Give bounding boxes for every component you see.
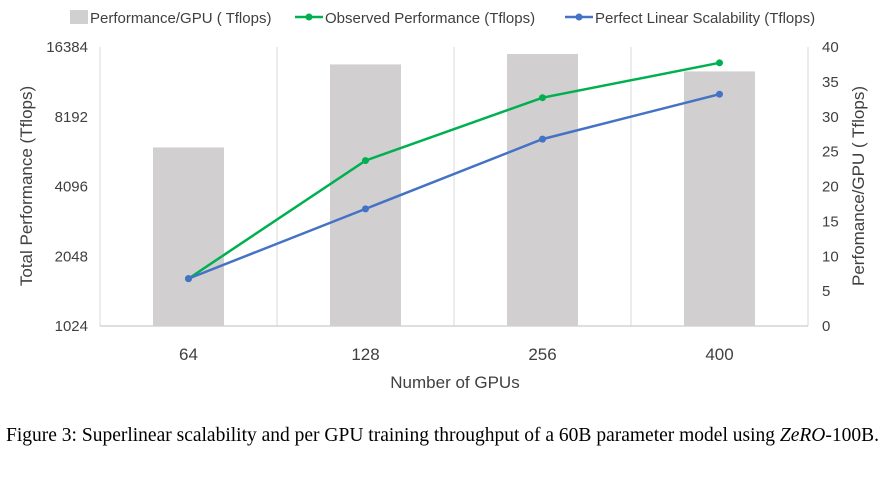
x-axis-label: Number of GPUs bbox=[390, 373, 519, 392]
legend: Performance/GPU ( Tflops) Observed Perfo… bbox=[70, 10, 815, 27]
left-axis-label: Total Performance (Tflops) bbox=[17, 86, 36, 286]
bar-series bbox=[153, 53, 755, 326]
right-axis-ticks: 0 5 10 15 20 25 30 35 40 bbox=[822, 39, 839, 335]
caption-text-before: Superlinear scalability and per GPU trai… bbox=[76, 425, 780, 446]
series-point-1 bbox=[539, 135, 546, 143]
right-tick-label: 10 bbox=[822, 248, 839, 265]
x-tick-label: 128 bbox=[351, 345, 379, 364]
bar-perf-per-gpu bbox=[153, 147, 224, 326]
right-tick-label: 40 bbox=[822, 39, 839, 56]
left-tick-label: 16384 bbox=[46, 39, 88, 56]
x-tick-label: 64 bbox=[179, 345, 198, 364]
chart: 1024 2048 4096 8192 16384 0 5 10 15 20 25 30 35 40 6… bbox=[17, 10, 868, 392]
caption-emphasis: ZeRO bbox=[779, 425, 826, 446]
legend-swatch-bars bbox=[70, 10, 88, 24]
left-axis-ticks: 1024 2048 4096 8192 16384 bbox=[46, 39, 88, 335]
series-point-1 bbox=[716, 90, 723, 98]
figure-caption: Figure 3: Superlinear scalability and pe… bbox=[6, 424, 884, 448]
caption-text-after: -100B. bbox=[825, 425, 880, 446]
right-tick-label: 0 bbox=[822, 318, 830, 335]
left-tick-label: 8192 bbox=[55, 109, 88, 126]
series-point-0 bbox=[362, 157, 369, 165]
caption-label: Figure 3: bbox=[6, 425, 77, 446]
right-tick-label: 5 bbox=[822, 283, 830, 300]
bar-perf-per-gpu bbox=[684, 71, 755, 326]
left-tick-label: 1024 bbox=[55, 318, 88, 335]
legend-label-bars: Performance/GPU ( Tflops) bbox=[90, 10, 271, 27]
left-tick-label: 4096 bbox=[55, 179, 88, 196]
series-line-0 bbox=[187, 61, 720, 280]
series-point-1 bbox=[185, 275, 192, 283]
right-tick-label: 20 bbox=[822, 179, 839, 196]
series-line-1 bbox=[188, 92, 720, 280]
right-tick-label: 15 bbox=[822, 213, 839, 230]
x-axis-ticks: 64 128 256 400 bbox=[179, 345, 734, 364]
series-point-0 bbox=[539, 94, 546, 102]
right-axis-label: Perfomance/GPU ( Tflops) bbox=[849, 86, 868, 286]
series-point-1 bbox=[362, 205, 369, 213]
x-tick-label: 400 bbox=[705, 345, 733, 364]
series-point-0 bbox=[716, 59, 723, 67]
legend-marker-linear bbox=[575, 13, 583, 21]
right-tick-label: 30 bbox=[822, 109, 839, 126]
legend-marker-observed bbox=[305, 13, 313, 21]
line-series bbox=[185, 59, 723, 283]
left-tick-label: 2048 bbox=[55, 248, 88, 265]
bar-perf-per-gpu bbox=[330, 64, 401, 326]
legend-label-linear: Perfect Linear Scalability (Tflops) bbox=[595, 10, 815, 27]
right-tick-label: 35 bbox=[822, 74, 839, 91]
x-tick-label: 256 bbox=[528, 345, 556, 364]
right-tick-label: 25 bbox=[822, 144, 839, 161]
legend-label-observed: Observed Performance (Tflops) bbox=[325, 10, 535, 27]
